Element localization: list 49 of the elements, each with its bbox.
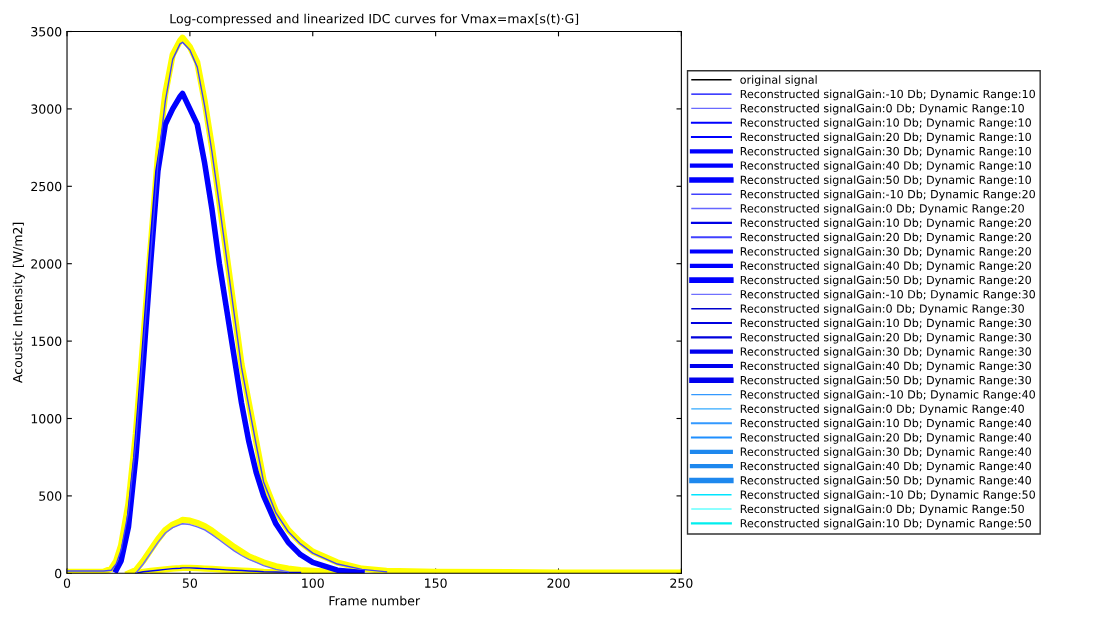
y-tick-label: 1500	[31, 336, 62, 347]
legend-label: Reconstructed signalGain:0 Db; Dynamic Range:50	[740, 504, 1024, 516]
legend-label: Reconstructed signalGain:30 Db; Dynamic Range:10	[740, 146, 1031, 158]
legend-label: Reconstructed signalGain:30 Db; Dynamic Range:30	[740, 347, 1031, 358]
legend-label: Reconstructed signalGain:40 Db; Dynamic Range:10	[740, 161, 1031, 172]
x-tick-label: 50	[182, 578, 198, 588]
legend-label: Reconstructed signalGain:30 Db; Dynamic Range:40	[740, 447, 1031, 459]
legend-label: Reconstructed signalGain:50 Db; Dynamic Range:10	[740, 175, 1031, 187]
x-tick-label: 0	[63, 578, 71, 588]
x-tick-label: 150	[425, 578, 447, 588]
y-axis-title: Acoustic Intensity [W/m2]	[12, 222, 25, 383]
legend-label: Reconstructed signalGain:30 Db; Dynamic Range:20	[740, 246, 1031, 258]
legend-label: Reconstructed signalGain:10 Db; Dynamic Range:20	[740, 218, 1031, 230]
legend-label: Reconstructed signalGain:0 Db; Dynamic Range:20	[740, 204, 1024, 215]
legend-label: Reconstructed signalGain:20 Db; Dynamic Range:20	[740, 232, 1031, 244]
legend-label: Reconstructed signalGain:40 Db; Dynamic Range:30	[740, 361, 1031, 373]
legend-label: Reconstructed signalGain:20 Db; Dynamic Range:10	[740, 132, 1031, 144]
x-tick-label: 100	[302, 578, 324, 588]
legend-label: Reconstructed signalGain:0 Db; Dynamic Range:40	[740, 404, 1024, 416]
chart-title: Log-compressed and linearized IDC curves for Vmax=max[s(t)·G]	[170, 13, 579, 26]
legend-label: Reconstructed signalGain:-10 Db; Dynamic Range:30	[740, 289, 1035, 301]
y-tick-label: 2000	[31, 259, 62, 269]
legend-label: Reconstructed signalGain:10 Db; Dynamic Range:50	[740, 518, 1031, 530]
legend-label: Reconstructed signalGain:20 Db; Dynamic Range:40	[740, 432, 1031, 444]
legend-label: Reconstructed signalGain:10 Db; Dynamic Range:10	[740, 118, 1031, 129]
y-tick-label: 2500	[31, 181, 62, 192]
legend-label: Reconstructed signalGain:50 Db; Dynamic Range:40	[740, 475, 1031, 487]
y-tick-label: 1000	[31, 413, 62, 424]
legend-label: Reconstructed signalGain:0 Db; Dynamic Range:30	[740, 304, 1024, 315]
legend-label: Reconstructed signalGain:-10 Db; Dynamic Range:50	[740, 490, 1035, 501]
y-tick-label: 3500	[31, 26, 62, 37]
legend-label: Reconstructed signalGain:-10 Db; Dynamic Range:20	[740, 189, 1035, 201]
legend-label: original signal	[740, 75, 817, 86]
legend-label: Reconstructed signalGain:40 Db; Dynamic Range:40	[740, 461, 1031, 473]
legend-label: Reconstructed signalGain:-10 Db; Dynamic Range:10	[740, 89, 1035, 101]
legend-label: Reconstructed signalGain:10 Db; Dynamic Range:30	[740, 318, 1031, 330]
y-tick-label: 3000	[31, 104, 62, 114]
x-axis-title: Frame number	[329, 595, 421, 606]
legend-label: Reconstructed signalGain:-10 Db; Dynamic Range:40	[740, 390, 1035, 401]
y-tick-label: 500	[39, 491, 62, 501]
legend-label: Reconstructed signalGain:20 Db; Dynamic Range:30	[740, 332, 1031, 344]
legend-label: Reconstructed signalGain:50 Db; Dynamic Range:20	[740, 275, 1031, 287]
legend-label: Reconstructed signalGain:50 Db; Dynamic Range:30	[740, 375, 1031, 387]
y-tick-label: 0	[55, 568, 62, 579]
legend-label: Reconstructed signalGain:0 Db; Dynamic Range:10	[740, 103, 1024, 115]
x-tick-label: 200	[547, 578, 570, 588]
x-tick-label: 250	[670, 578, 693, 588]
legend-label: Reconstructed signalGain:40 Db; Dynamic Range:20	[740, 261, 1031, 272]
legend-label: Reconstructed signalGain:10 Db; Dynamic Range:40	[740, 418, 1031, 430]
